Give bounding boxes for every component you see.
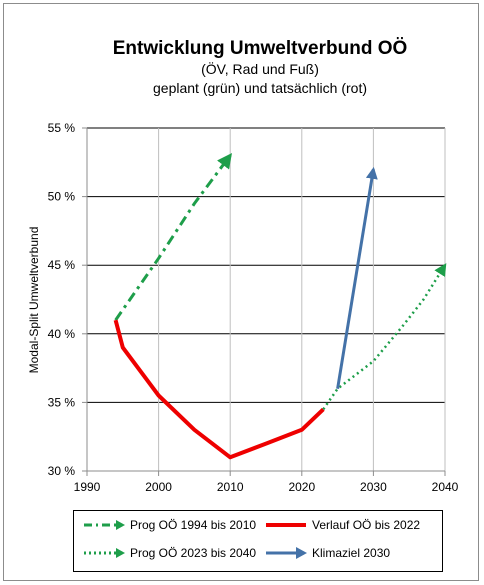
y-tick-label: 45 %	[48, 258, 76, 272]
y-axis-label: Modal-Split Umweltverbund	[27, 227, 41, 374]
legend-swatch-klimaziel	[266, 547, 307, 559]
y-tick-label: 50 %	[48, 190, 76, 204]
legend-item-prog-1994: Prog OÖ 1994 bis 2010	[82, 518, 256, 532]
legend-label-prog-2023: Prog OÖ 2023 bis 2040	[130, 546, 257, 560]
x-tick-label: 2030	[360, 480, 387, 494]
x-tick-label: 2040	[432, 480, 459, 494]
legend-swatch-prog-1994	[84, 520, 125, 530]
chart-title: Entwicklung Umweltverbund OÖ	[112, 38, 408, 59]
chart-frame	[3, 3, 479, 581]
series-lines	[113, 152, 447, 460]
series-verlauf	[113, 319, 325, 460]
legend-item-verlauf: Verlauf OÖ bis 2022	[264, 518, 420, 532]
legend-label-klimaziel: Klimaziel 2030	[312, 546, 391, 560]
x-tick-labels: 1990 2000 2010 2020 2030 2040	[74, 480, 459, 494]
y-tick-label: 40 %	[48, 327, 76, 341]
grid-lines	[87, 127, 446, 471]
chart-titles: Entwicklung Umweltverbund OÖ (ÖV, Rad un…	[60, 38, 460, 98]
x-tick-label: 2010	[217, 480, 244, 494]
y-tick-label: 35 %	[48, 395, 76, 409]
series-klimaziel	[336, 166, 378, 389]
chart-subtitle-2: geplant (grün) und tatsächlich (rot)	[153, 80, 367, 96]
series-prog-2023	[322, 263, 447, 411]
x-tick-label: 1990	[74, 480, 101, 494]
y-tick-label: 55 %	[48, 121, 76, 135]
chart-subtitle-1: (ÖV, Rad und Fuß)	[201, 61, 319, 77]
legend-item-prog-2023: Prog OÖ 2023 bis 2040	[82, 546, 256, 560]
legend-label-prog-1994: Prog OÖ 1994 bis 2010	[130, 518, 257, 532]
series-prog-1994	[114, 152, 232, 321]
x-tick-label: 2000	[145, 480, 172, 494]
axes	[82, 127, 446, 476]
y-tick-labels: 30 % 35 % 40 % 45 % 50 % 55 %	[48, 121, 76, 478]
legend-swatch-verlauf	[266, 523, 306, 527]
legend-item-klimaziel: Klimaziel 2030	[264, 546, 390, 560]
x-tick-label: 2020	[288, 480, 315, 494]
legend: Prog OÖ 1994 bis 2010 Verlauf OÖ bis 202…	[73, 510, 443, 572]
legend-swatch-prog-2023	[84, 548, 125, 558]
legend-label-verlauf: Verlauf OÖ bis 2022	[312, 518, 421, 532]
y-tick-label: 30 %	[48, 464, 76, 478]
